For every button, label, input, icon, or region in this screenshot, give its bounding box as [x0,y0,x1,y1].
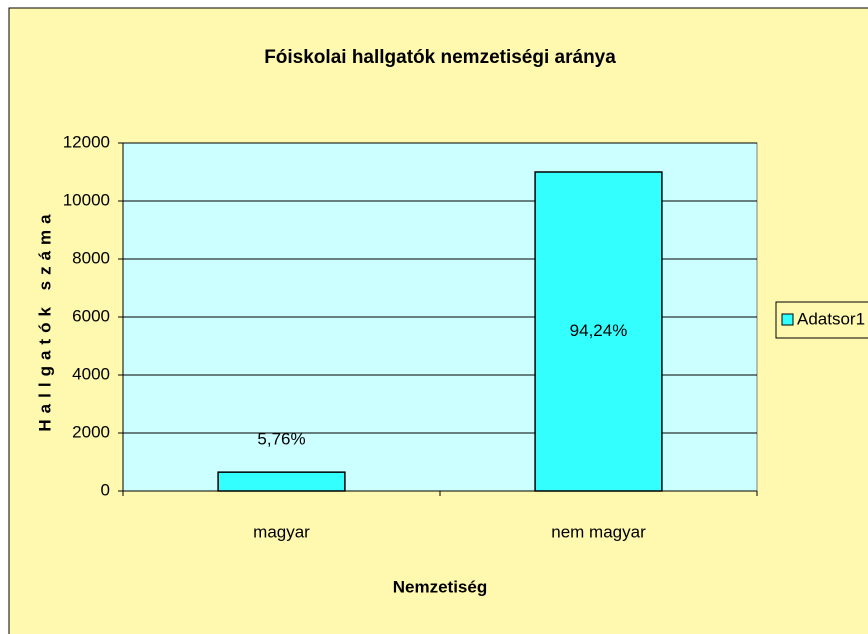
legend-swatch [781,313,794,326]
legend-label: Adatsor1 [797,309,865,328]
x-tick-label: magyar [253,522,310,541]
bar [534,171,663,492]
bar [217,471,346,492]
y-axis-title: Hallgatók száma [35,208,54,431]
annotation: 5,76% [257,430,305,449]
y-tick-label: 4000 [72,364,110,383]
x-axis-title: Nemzetiség [393,577,487,596]
y-tick-label: 2000 [72,422,110,441]
y-tick-label: 6000 [72,306,110,325]
chart-title: Fóiskolai hallgatók nemzetiségi aránya [264,47,616,68]
y-tick-label: 0 [101,480,110,499]
y-tick-label: 12000 [63,132,110,151]
x-tick-label: nem magyar [551,522,646,541]
annotation: 94,24% [570,321,628,340]
y-tick-label: 8000 [72,248,110,267]
y-tick-label: 10000 [63,190,110,209]
